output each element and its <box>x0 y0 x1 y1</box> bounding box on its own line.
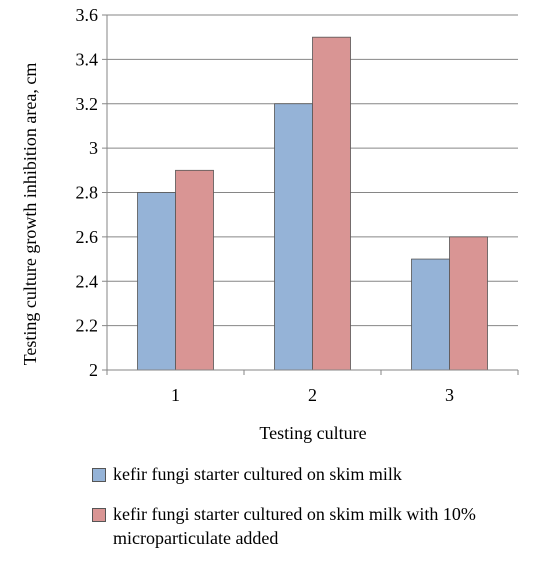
bar-series-1-cat-3 <box>411 258 450 371</box>
legend: kefir fungi starter cultured on skim mil… <box>92 462 542 566</box>
axes <box>102 14 519 375</box>
x-tick-label: 1 <box>171 385 180 405</box>
legend-swatch-series-2 <box>92 508 106 522</box>
bar-chart: 2 2.2 2.4 2.6 2.8 3 3.2 3.4 3.6 1 2 3 Testing cult… <box>20 5 519 443</box>
bar-series-2-cat-1 <box>175 169 214 371</box>
y-tick-label: 2.4 <box>76 271 99 291</box>
y-tick-label: 3 <box>89 138 98 158</box>
legend-item-series-2: kefir fungi starter cultured on skim mil… <box>92 502 542 550</box>
y-tick-label: 3.6 <box>76 5 99 25</box>
y-axis-label: Testing culture growth inhibition area, … <box>20 63 40 366</box>
legend-swatch-series-1 <box>92 468 106 482</box>
bars <box>137 36 488 371</box>
legend-item-series-1: kefir fungi starter cultured on skim mil… <box>92 462 542 486</box>
y-tick-label: 3.2 <box>76 94 99 114</box>
x-tick-label: 2 <box>308 385 317 405</box>
y-tick-label: 2.6 <box>76 227 99 247</box>
legend-label-series-2: kefir fungi starter cultured on skim mil… <box>113 504 476 548</box>
y-tick-labels: 2 2.2 2.4 2.6 2.8 3 3.2 3.4 3.6 <box>76 5 99 380</box>
y-tick-label: 2 <box>89 360 98 380</box>
x-tick-labels: 1 2 3 <box>171 385 454 405</box>
bar-series-2-cat-2 <box>312 36 351 371</box>
bar-series-1-cat-2 <box>274 103 313 371</box>
x-axis-label: Testing culture <box>259 423 366 443</box>
bar-series-1-cat-1 <box>137 192 176 371</box>
x-tick-label: 3 <box>445 385 454 405</box>
y-tick-label: 2.8 <box>76 183 99 203</box>
bar-series-2-cat-3 <box>449 236 488 371</box>
legend-label-series-1: kefir fungi starter cultured on skim mil… <box>113 464 402 484</box>
y-tick-label: 3.4 <box>76 49 99 69</box>
y-tick-label: 2.2 <box>76 316 99 336</box>
